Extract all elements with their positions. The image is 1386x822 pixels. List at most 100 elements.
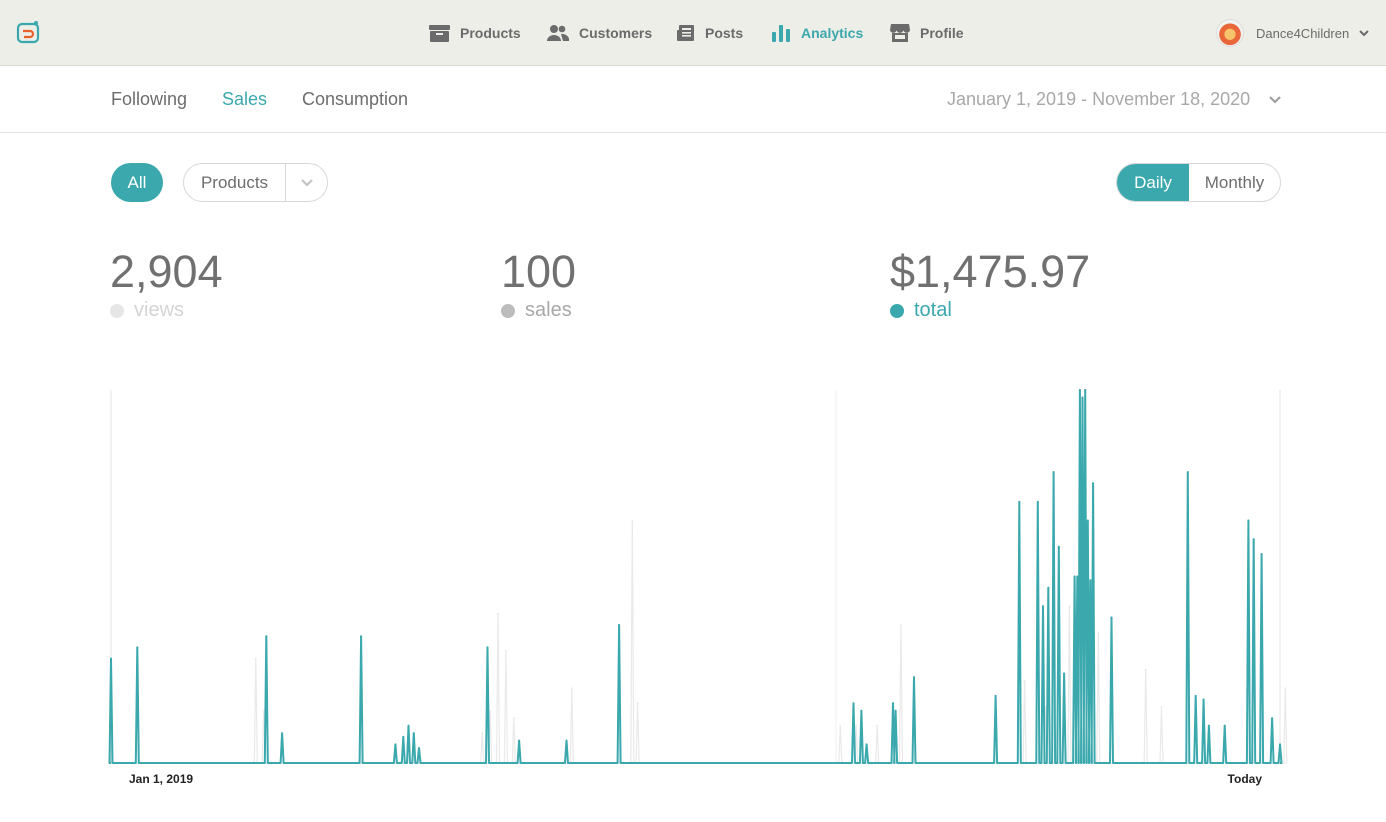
total-data-point	[565, 739, 568, 742]
total-data-point	[136, 646, 139, 649]
total-data-point	[852, 702, 855, 705]
dropdown-toggle[interactable]	[286, 178, 327, 187]
nav-products[interactable]: Products	[429, 0, 521, 66]
account-menu[interactable]: Dance4Children	[1216, 17, 1369, 49]
views-data-point	[1068, 605, 1071, 608]
total-stat: $1,475.97 total	[890, 246, 1090, 322]
all-filter-button[interactable]: All	[111, 163, 163, 202]
app-logo-icon[interactable]	[16, 20, 40, 44]
tab-following[interactable]: Following	[111, 89, 188, 109]
views-data-point	[1044, 706, 1047, 709]
total-data-point	[1084, 389, 1087, 391]
total-data-point	[1252, 538, 1255, 541]
total-data-point	[1036, 500, 1039, 503]
products-dropdown[interactable]: Products	[183, 163, 328, 202]
sales-stat: 100 sales	[501, 246, 576, 322]
sales-value: 100	[501, 246, 577, 297]
nav-posts[interactable]: Posts	[677, 0, 743, 66]
total-series-line	[108, 389, 1283, 764]
total-data-point	[1202, 698, 1205, 701]
box-icon	[429, 25, 450, 42]
total-series	[108, 389, 1283, 764]
total-data-point	[1279, 743, 1281, 746]
total-data-point	[1260, 553, 1263, 556]
views-data-point	[254, 657, 257, 660]
daily-button[interactable]: Daily	[1117, 164, 1189, 201]
date-range-text: January 1, 2019 - November 18, 2020	[947, 89, 1251, 109]
total-data-point	[402, 735, 405, 738]
avatar	[1216, 19, 1244, 47]
top-bar: Products Customers Posts Analytics	[0, 0, 1386, 66]
total-data-point	[1073, 575, 1076, 578]
total-data-point	[1042, 605, 1044, 608]
total-data-point	[618, 624, 621, 626]
sub-navigation: Following Sales Consumption January 1, 2…	[0, 67, 1386, 133]
total-data-point	[360, 635, 363, 638]
total-data-point	[892, 702, 894, 705]
total-data-point	[894, 709, 897, 712]
total-data-point	[486, 646, 489, 649]
total-data-point	[281, 732, 284, 735]
views-data-point	[1097, 631, 1100, 634]
total-data-point	[860, 709, 863, 712]
total-data-point	[265, 635, 268, 638]
total-data-point	[1076, 575, 1079, 578]
sales-label: sales	[525, 299, 572, 321]
total-data-point	[1247, 519, 1250, 522]
nav-analytics[interactable]: Analytics	[772, 0, 863, 66]
sales-legend[interactable]: sales	[501, 299, 576, 322]
views-data-point	[636, 702, 639, 705]
total-label: total	[914, 299, 952, 321]
views-data-point	[512, 717, 515, 720]
sales-line-chart: Jan 1, 2019 Today	[108, 389, 1288, 786]
nav-posts-label: Posts	[705, 25, 744, 41]
newspaper-icon	[677, 25, 694, 41]
total-data-point	[418, 747, 420, 750]
sales-dot-icon	[501, 303, 515, 318]
total-data-point	[1063, 672, 1066, 675]
views-legend[interactable]: views	[110, 299, 223, 322]
views-value: 2,904	[110, 246, 223, 297]
total-data-point	[1086, 519, 1089, 522]
total-value: $1,475.97	[890, 246, 1091, 297]
views-data-point	[1160, 706, 1163, 709]
total-data-point	[1081, 396, 1084, 399]
total-data-point	[1271, 717, 1274, 720]
interval-toggle: Daily Monthly	[1116, 163, 1281, 202]
x-axis-end-label: Today	[1228, 772, 1263, 786]
account-name: Dance4Children	[1256, 25, 1350, 41]
total-data-point	[913, 676, 915, 679]
monthly-button[interactable]: Monthly	[1204, 172, 1265, 192]
nav-profile-label: Profile	[920, 25, 964, 41]
total-data-point	[1047, 586, 1050, 589]
chevron-down-icon	[1269, 95, 1281, 104]
total-data-point	[1110, 616, 1113, 619]
total-data-point	[394, 743, 397, 746]
products-dropdown-label: Products	[200, 172, 269, 192]
total-data-point	[1194, 694, 1197, 697]
total-data-point	[1223, 724, 1226, 727]
bar-chart-icon	[772, 25, 790, 42]
views-data-point	[497, 612, 499, 615]
total-data-point	[1052, 471, 1055, 474]
nav-profile[interactable]: Profile	[890, 0, 964, 66]
users-icon	[547, 25, 569, 41]
total-data-point	[518, 739, 521, 742]
nav-customers[interactable]: Customers	[547, 0, 652, 66]
date-range-picker[interactable]: January 1, 2019 - November 18, 2020	[947, 89, 1281, 110]
tab-consumption[interactable]: Consumption	[302, 89, 409, 109]
views-data-point	[631, 519, 634, 522]
storefront-icon	[890, 24, 910, 42]
views-data-point	[504, 650, 507, 653]
nav-customers-label: Customers	[579, 25, 653, 41]
views-data-point	[876, 724, 879, 727]
total-data-point	[407, 724, 410, 727]
total-data-point	[1207, 724, 1210, 727]
views-dot-icon	[110, 303, 124, 318]
total-legend[interactable]: total	[890, 299, 1090, 322]
views-data-point	[855, 724, 858, 727]
x-axis-start-label: Jan 1, 2019	[129, 772, 193, 786]
total-data-point	[994, 694, 997, 697]
tab-sales[interactable]: Sales	[222, 89, 268, 109]
views-data-point	[570, 687, 573, 690]
